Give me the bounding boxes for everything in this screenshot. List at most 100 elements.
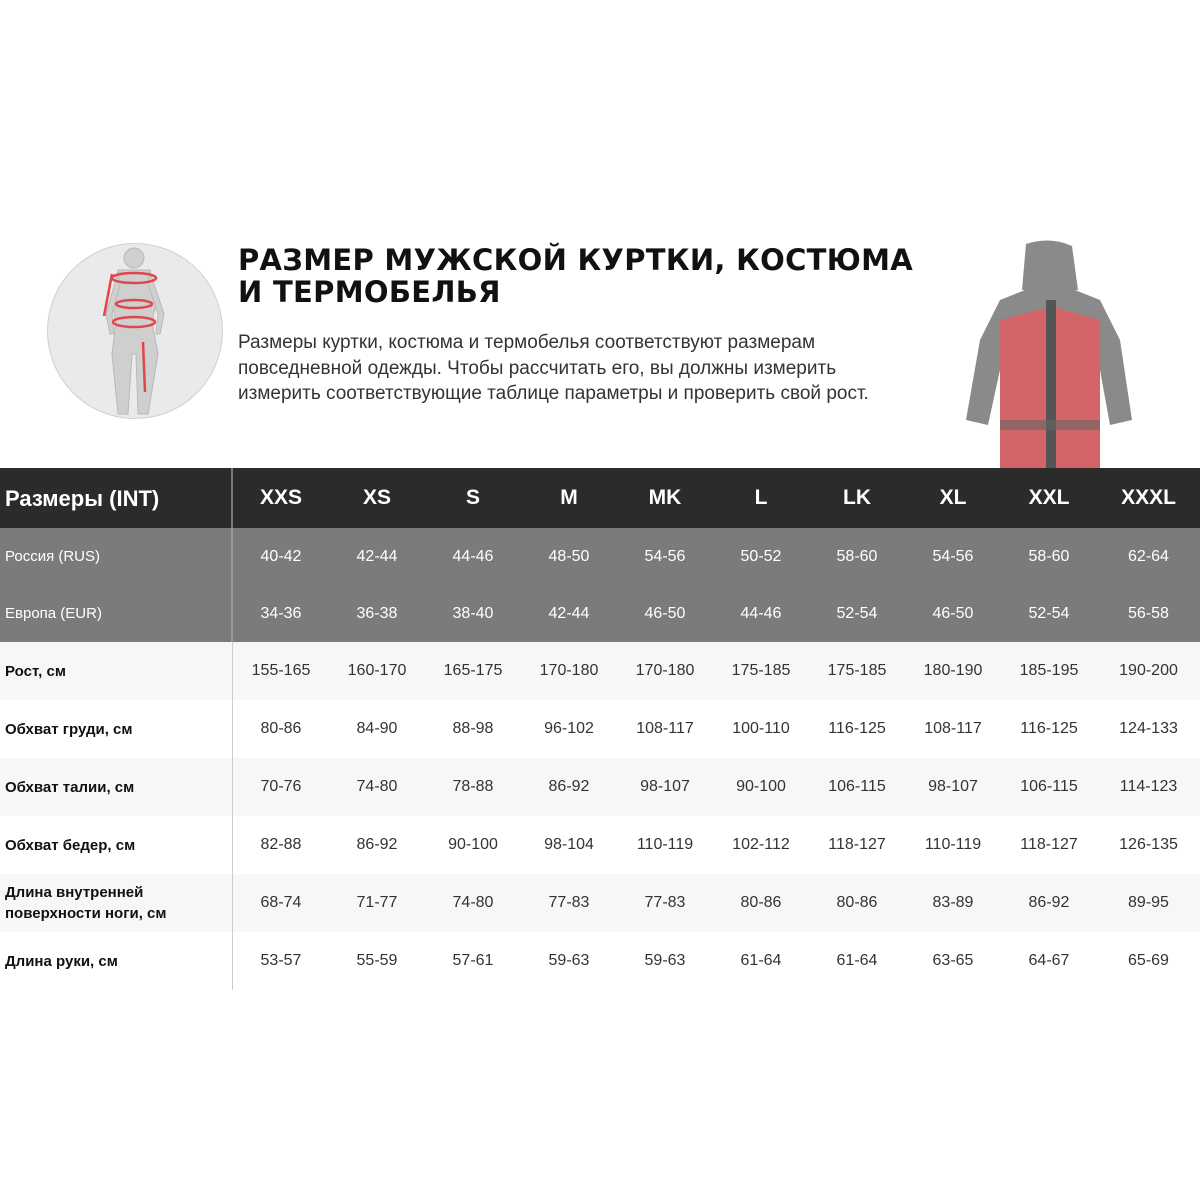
size-header: S — [465, 486, 480, 509]
table-cell: 83-89 — [932, 894, 974, 911]
size-header: XXXL — [1121, 486, 1176, 509]
table-row: Длина внутренней поверхности ноги, см 68-… — [0, 874, 1200, 932]
table-cell: 90-100 — [448, 836, 498, 853]
table-cell: 110-119 — [636, 836, 694, 853]
table-header-row: Размеры (INT) XXS XS S M MK L LK XL XXL … — [0, 468, 1200, 528]
table-cell: 106-115 — [828, 778, 886, 795]
table-cell: 71-77 — [356, 894, 398, 911]
table-cell: 54-56 — [644, 547, 686, 565]
table-cell: 84-90 — [356, 720, 398, 737]
table-cell: 86-92 — [356, 836, 398, 853]
table-cell: 48-50 — [548, 547, 590, 565]
table-cell: 89-95 — [1128, 894, 1169, 911]
table-cell: 50-52 — [740, 547, 782, 565]
table-cell: 36-38 — [356, 604, 398, 622]
table-cell: 165-175 — [443, 662, 503, 679]
table-cell: 90-100 — [736, 778, 786, 795]
table-cell: 106-115 — [1020, 778, 1078, 795]
size-header: XXL — [1028, 486, 1070, 509]
table-cell: 44-46 — [740, 604, 782, 622]
table-cell: 53-57 — [260, 952, 302, 969]
table-row: Обхват бедер, см 82-88 86-92 90-100 98-104 11… — [0, 816, 1200, 874]
table-cell: 58-60 — [836, 547, 878, 565]
table-cell: 59-63 — [644, 952, 686, 969]
size-header: XL — [939, 486, 967, 509]
table-cell: 46-50 — [932, 604, 974, 622]
table-cell: 110-119 — [924, 836, 982, 853]
size-header: M — [560, 486, 578, 509]
size-header: XS — [362, 486, 391, 509]
table-cell: 86-92 — [548, 778, 590, 795]
table-cell: 70-76 — [260, 778, 302, 795]
table-cell: 77-83 — [548, 894, 590, 911]
row-label: Обхват талии, см — [0, 758, 233, 816]
table-cell: 42-44 — [548, 604, 590, 622]
row-label: Россия (RUS) — [0, 528, 233, 585]
table-cell: 170-180 — [635, 662, 695, 679]
table-cell: 62-64 — [1128, 547, 1169, 565]
table-cell: 65-69 — [1128, 952, 1169, 969]
table-cell: 155-165 — [251, 662, 311, 679]
size-header: LK — [843, 486, 871, 509]
table-row: Европа (EUR) 34-36 36-38 38-40 42-44 46-50 44-… — [0, 585, 1200, 642]
table-cell: 88-98 — [452, 720, 494, 737]
size-header: MK — [648, 486, 682, 509]
table-cell: 118-127 — [1020, 836, 1078, 853]
table-cell: 98-107 — [928, 778, 978, 795]
table-cell: 126-135 — [1119, 836, 1178, 853]
table-cell: 185-195 — [1019, 662, 1079, 679]
size-header: XXS — [259, 486, 303, 509]
size-header: L — [754, 486, 768, 509]
table-cell: 96-102 — [544, 720, 594, 737]
table-cell: 61-64 — [836, 952, 878, 969]
table-cell: 38-40 — [452, 604, 494, 622]
row-label: Европа (EUR) — [0, 585, 233, 642]
row-label: Обхват бедер, см — [0, 816, 233, 874]
jacket-image — [960, 240, 1142, 468]
table-cell: 118-127 — [828, 836, 886, 853]
table-cell: 190-200 — [1119, 662, 1178, 679]
table-cell: 52-54 — [836, 604, 878, 622]
table-row: Обхват талии, см 70-76 74-80 78-88 86-92 98-1… — [0, 758, 1200, 816]
table-row: Длина руки, см 53-57 55-59 57-61 59-63 59-63 6… — [0, 932, 1200, 990]
table-cell: 124-133 — [1119, 720, 1178, 737]
table-cell: 42-44 — [356, 547, 398, 565]
table-row: Рост, см 155-165 160-170 165-175 170-180 170-… — [0, 642, 1200, 700]
table-cell: 100-110 — [732, 720, 790, 737]
table-cell: 108-117 — [924, 720, 982, 737]
table-cell: 78-88 — [452, 778, 494, 795]
table-cell: 170-180 — [539, 662, 599, 679]
table-cell: 175-185 — [731, 662, 791, 679]
table-cell: 52-54 — [1028, 604, 1070, 622]
table-cell: 61-64 — [740, 952, 782, 969]
table-cell: 54-56 — [932, 547, 974, 565]
table-cell: 44-46 — [452, 547, 494, 565]
table-cell: 80-86 — [740, 894, 782, 911]
table-cell: 56-58 — [1128, 604, 1169, 622]
row-label: Длина внутренней поверхности ноги, см — [0, 874, 233, 932]
table-cell: 59-63 — [548, 952, 590, 969]
table-cell: 64-67 — [1028, 952, 1070, 969]
table-cell: 98-104 — [544, 836, 594, 853]
table-cell: 116-125 — [1020, 720, 1078, 737]
table-cell: 74-80 — [356, 778, 398, 795]
size-table: Размеры (INT) XXS XS S M MK L LK XL XXL … — [0, 468, 1200, 990]
table-cell: 160-170 — [347, 662, 407, 679]
table-cell: 55-59 — [356, 952, 398, 969]
table-cell: 116-125 — [828, 720, 886, 737]
table-cell: 102-112 — [732, 836, 790, 853]
table-cell: 58-60 — [1028, 547, 1070, 565]
table-cell: 80-86 — [836, 894, 878, 911]
page-title: РАЗМЕР МУЖСКОЙ КУРТКИ, КОСТЮМА И ТЕРМОБЕ… — [238, 243, 913, 309]
table-cell: 98-107 — [640, 778, 690, 795]
table-cell: 46-50 — [644, 604, 686, 622]
header-label: Размеры (INT) — [0, 468, 233, 528]
table-cell: 180-190 — [923, 662, 983, 679]
description: Размеры куртки, костюма и термобелья соо… — [238, 332, 869, 404]
row-label: Обхват груди, см — [0, 700, 233, 758]
table-cell: 82-88 — [260, 836, 302, 853]
table-cell: 57-61 — [452, 952, 494, 969]
table-cell: 68-74 — [260, 894, 302, 911]
table-cell: 74-80 — [452, 894, 494, 911]
row-label: Рост, см — [0, 642, 233, 700]
